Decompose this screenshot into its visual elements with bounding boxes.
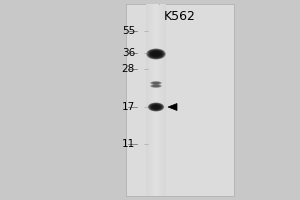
Ellipse shape [148, 102, 164, 112]
Ellipse shape [148, 49, 164, 59]
Bar [149, 4, 150, 196]
Bar [153, 4, 154, 196]
Ellipse shape [152, 82, 160, 84]
Text: 36: 36 [122, 48, 135, 58]
Ellipse shape [151, 82, 161, 84]
Ellipse shape [152, 52, 160, 56]
Ellipse shape [148, 50, 164, 58]
Ellipse shape [149, 50, 163, 58]
Ellipse shape [152, 85, 160, 87]
Text: 55: 55 [122, 26, 135, 36]
Bar [152, 4, 153, 196]
Ellipse shape [147, 49, 165, 59]
Ellipse shape [150, 84, 162, 88]
Ellipse shape [152, 82, 160, 84]
Ellipse shape [152, 85, 160, 87]
Bar [162, 4, 163, 196]
Bar [126, 4, 234, 196]
Bar [156, 4, 157, 196]
Ellipse shape [150, 104, 162, 110]
Ellipse shape [151, 104, 161, 110]
Ellipse shape [151, 85, 161, 87]
Ellipse shape [152, 85, 160, 87]
Ellipse shape [146, 48, 166, 60]
Ellipse shape [149, 103, 163, 111]
Ellipse shape [150, 104, 162, 110]
Ellipse shape [150, 51, 162, 57]
Ellipse shape [152, 105, 160, 109]
Bar [158, 4, 159, 196]
Bar [151, 4, 152, 196]
Bar [161, 4, 162, 196]
Bar [163, 4, 164, 196]
Bar [155, 4, 156, 196]
Ellipse shape [150, 81, 162, 85]
Ellipse shape [152, 85, 160, 87]
Ellipse shape [150, 84, 162, 88]
Text: 28: 28 [122, 64, 135, 74]
Ellipse shape [152, 82, 160, 84]
Text: 17: 17 [122, 102, 135, 112]
Ellipse shape [149, 103, 163, 111]
Ellipse shape [152, 51, 160, 57]
Bar [160, 4, 161, 196]
Polygon shape [168, 104, 177, 110]
Bar [157, 4, 158, 196]
Bar [159, 4, 160, 196]
Bar [146, 4, 147, 196]
Ellipse shape [151, 104, 161, 110]
Ellipse shape [151, 51, 161, 57]
Bar [147, 4, 148, 196]
Ellipse shape [152, 105, 160, 109]
Ellipse shape [148, 103, 164, 111]
Ellipse shape [152, 82, 160, 84]
Bar [165, 4, 166, 196]
Ellipse shape [147, 49, 165, 59]
Ellipse shape [151, 81, 161, 85]
Bar [148, 4, 149, 196]
Bar [150, 4, 151, 196]
Ellipse shape [150, 50, 162, 58]
Text: K562: K562 [164, 10, 196, 23]
Ellipse shape [150, 81, 162, 85]
Bar [164, 4, 165, 196]
Bar [154, 4, 155, 196]
Ellipse shape [151, 84, 161, 88]
Text: 11: 11 [122, 139, 135, 149]
